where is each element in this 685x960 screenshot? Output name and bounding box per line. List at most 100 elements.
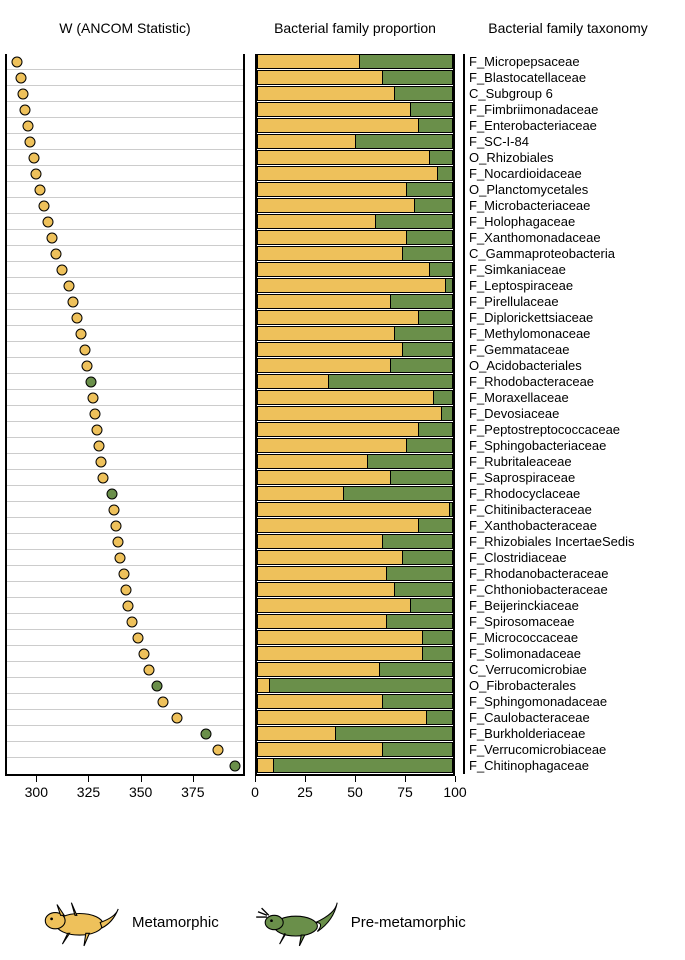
bar-segment-premetamorphic bbox=[382, 694, 453, 709]
taxonomy-label: F_Beijerinckiaceae bbox=[469, 598, 673, 614]
salamander-premetamorphic-icon bbox=[249, 895, 339, 950]
w-dot bbox=[43, 216, 54, 227]
w-dot bbox=[18, 88, 29, 99]
w-dot bbox=[63, 280, 74, 291]
bar-segment-metamorphic bbox=[257, 70, 382, 85]
bar-segment-premetamorphic bbox=[406, 438, 453, 453]
w-row bbox=[7, 54, 243, 70]
bar-plot-area bbox=[255, 54, 455, 776]
w-dot bbox=[94, 440, 105, 451]
bar-row bbox=[257, 742, 453, 758]
bar-segment-metamorphic bbox=[257, 86, 394, 101]
bar-segment-metamorphic bbox=[257, 310, 418, 325]
bar-row bbox=[257, 678, 453, 694]
bar-segment-metamorphic bbox=[257, 118, 418, 133]
w-row bbox=[7, 662, 243, 678]
bar-segment-metamorphic bbox=[257, 742, 382, 757]
bar-row bbox=[257, 694, 453, 710]
bar-row bbox=[257, 630, 453, 646]
w-dot bbox=[139, 648, 150, 659]
bar-row bbox=[257, 246, 453, 262]
bar-segment-premetamorphic bbox=[437, 166, 453, 181]
bar-segment-premetamorphic bbox=[402, 550, 453, 565]
taxonomy-label: F_Rhodobacteraceae bbox=[469, 374, 673, 390]
bar-segment-premetamorphic bbox=[382, 70, 453, 85]
bar-row bbox=[257, 390, 453, 406]
bar-row bbox=[257, 710, 453, 726]
taxonomy-label: F_Verrucomicrobiaceae bbox=[469, 742, 673, 758]
bar-segment-metamorphic bbox=[257, 662, 379, 677]
w-dot bbox=[51, 248, 62, 259]
taxonomy-label: F_Diplorickettsiaceae bbox=[469, 310, 673, 326]
w-row bbox=[7, 358, 243, 374]
bar-segment-premetamorphic bbox=[386, 566, 453, 581]
bar-row bbox=[257, 198, 453, 214]
w-dot bbox=[133, 632, 144, 643]
w-row bbox=[7, 278, 243, 294]
taxonomy-label: F_Clostridiaceae bbox=[469, 550, 673, 566]
bar-segment-premetamorphic bbox=[328, 374, 453, 389]
w-row bbox=[7, 758, 243, 774]
bar-segment-metamorphic bbox=[257, 710, 426, 725]
w-dot bbox=[16, 72, 27, 83]
w-row bbox=[7, 582, 243, 598]
taxonomy-label: F_Enterobacteriaceae bbox=[469, 118, 673, 134]
taxonomy-label: F_Chitinophagaceae bbox=[469, 758, 673, 774]
taxonomy-label: F_Micrococcaceae bbox=[469, 630, 673, 646]
bar-row bbox=[257, 294, 453, 310]
taxonomy-label: F_Leptospiraceae bbox=[469, 278, 673, 294]
w-dot bbox=[12, 56, 23, 67]
taxonomy-label: F_Chitinibacteraceae bbox=[469, 502, 673, 518]
w-dot bbox=[47, 232, 58, 243]
w-dot bbox=[34, 184, 45, 195]
taxonomy-label: F_Fimbriimonadaceae bbox=[469, 102, 673, 118]
bar-segment-metamorphic bbox=[257, 422, 418, 437]
w-title: W (ANCOM Statistic) bbox=[5, 10, 245, 46]
taxonomy-label: F_Devosiaceae bbox=[469, 406, 673, 422]
bar-segment-metamorphic bbox=[257, 326, 394, 341]
bar-row bbox=[257, 118, 453, 134]
taxonomy-label: F_Blastocatellaceae bbox=[469, 70, 673, 86]
w-row bbox=[7, 214, 243, 230]
bar-segment-premetamorphic bbox=[406, 182, 453, 197]
w-dot bbox=[86, 376, 97, 387]
bar-segment-premetamorphic bbox=[402, 342, 453, 357]
bar-segment-premetamorphic bbox=[441, 406, 453, 421]
bar-row bbox=[257, 166, 453, 182]
bar-segment-premetamorphic bbox=[367, 454, 453, 469]
bar-segment-premetamorphic bbox=[343, 486, 453, 501]
bar-row bbox=[257, 518, 453, 534]
w-row bbox=[7, 438, 243, 454]
bar-row bbox=[257, 358, 453, 374]
bar-row bbox=[257, 262, 453, 278]
bar-segment-premetamorphic bbox=[355, 134, 453, 149]
bar-segment-premetamorphic bbox=[394, 86, 453, 101]
bar-row bbox=[257, 374, 453, 390]
w-dot bbox=[38, 200, 49, 211]
bar-row bbox=[257, 438, 453, 454]
bar-segment-metamorphic bbox=[257, 678, 269, 693]
bar-row bbox=[257, 278, 453, 294]
bar-segment-premetamorphic bbox=[410, 598, 453, 613]
taxonomy-label: F_Rhodanobacteraceae bbox=[469, 566, 673, 582]
w-row bbox=[7, 166, 243, 182]
taxonomy-label: F_Saprospiraceae bbox=[469, 470, 673, 486]
w-dot bbox=[20, 104, 31, 115]
axis-tick: 0 bbox=[255, 776, 256, 782]
bar-row bbox=[257, 566, 453, 582]
axis-tick: 375 bbox=[193, 776, 194, 782]
bar-row bbox=[257, 598, 453, 614]
bar-segment-premetamorphic bbox=[422, 646, 453, 661]
w-dot bbox=[82, 360, 93, 371]
w-row bbox=[7, 326, 243, 342]
bar-segment-premetamorphic bbox=[422, 630, 453, 645]
w-row bbox=[7, 150, 243, 166]
w-row bbox=[7, 470, 243, 486]
axis-tick: 325 bbox=[88, 776, 89, 782]
taxonomy-label: C_Gammaproteobacteria bbox=[469, 246, 673, 262]
bar-segment-premetamorphic bbox=[418, 422, 453, 437]
bar-axis: 0255075100 bbox=[255, 776, 455, 806]
bar-segment-metamorphic bbox=[257, 614, 386, 629]
bar-row bbox=[257, 310, 453, 326]
bar-segment-premetamorphic bbox=[359, 54, 453, 69]
